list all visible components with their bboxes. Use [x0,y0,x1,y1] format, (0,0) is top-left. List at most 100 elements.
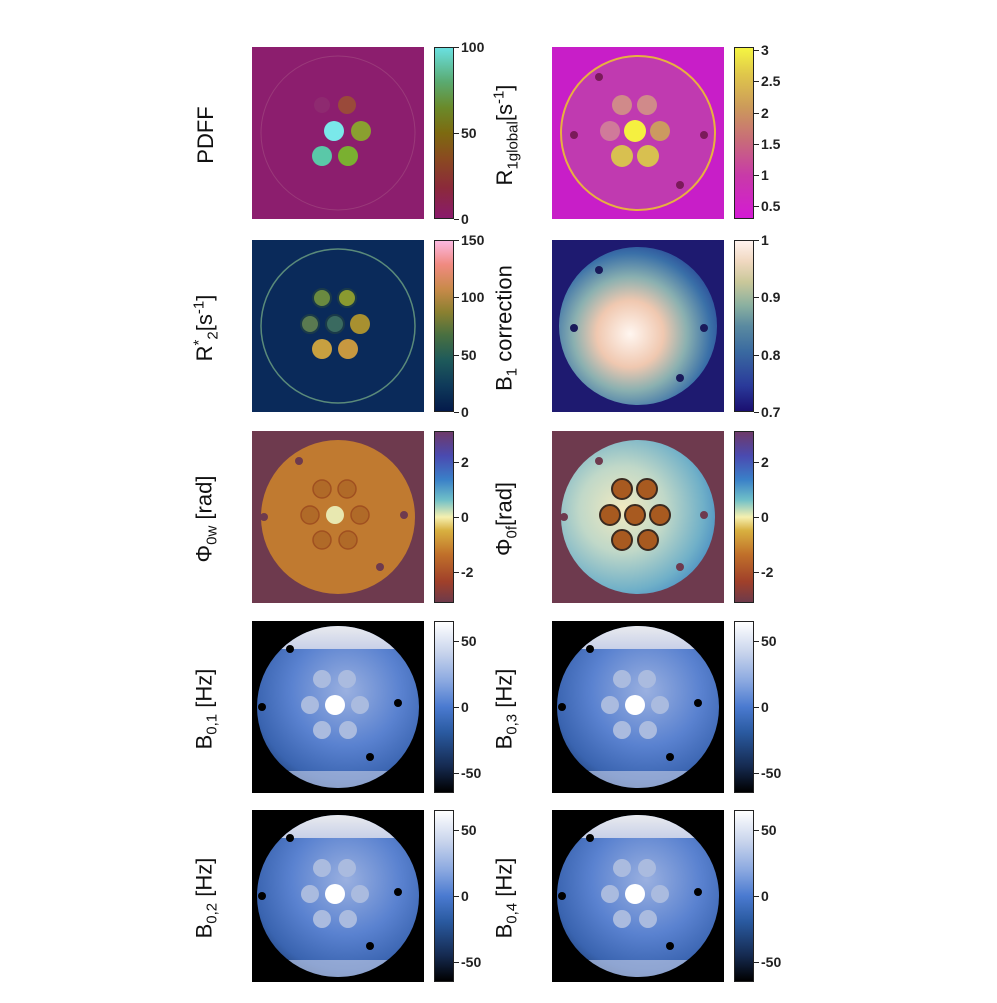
colorbar-tick-label: 50 [761,821,777,838]
colorbar [734,240,754,412]
colorbar-tick [454,133,459,134]
colorbar-tick-label: 1 [761,167,769,184]
colorbar [434,621,454,793]
label-label-sub: 1 [503,367,521,376]
colorbar [434,431,454,603]
marker-hole [394,888,402,896]
marker-hole [595,73,603,81]
label-label-tail: [Hz] [491,668,517,714]
vial [624,504,646,526]
vial [651,885,669,903]
label-label-tail: [Hz] [191,668,217,714]
colorbar [734,621,754,793]
label-label-main: B [191,734,217,749]
marker-hole [570,131,578,139]
panel-r2-star: R*2[s-1] 150 100 50 0 [184,232,644,420]
vial [338,339,358,359]
vial [312,288,332,308]
vial [326,506,344,524]
vial [314,97,330,113]
label-label-sub: 0f [503,525,521,538]
label-label-sub: 2 [204,330,222,340]
vial [625,695,645,715]
label-label-sup1: * [190,339,208,345]
label-label-tail: [rad] [191,475,217,526]
vial [338,96,356,114]
colorbar-tick-label: 2 [461,454,469,471]
marker-hole [595,266,603,274]
marker-hole [586,834,594,842]
panel-label-text: B0,3 [Hz] [491,668,520,749]
marker-hole [560,513,568,521]
colorbar-tick-label: 2.5 [761,73,781,90]
panel-b1-correction: B1 correction 1 0.9 0.8 0.7 [484,232,944,420]
map-image-phi0w [252,431,424,603]
colorbar [434,810,454,982]
panel-r1-global: R1global[s-1] 3 2.5 2 1.5 1 0.5 [484,42,944,222]
panel-label: B0,3 [Hz] [476,621,536,796]
map-image-r2s [252,240,424,412]
vial [338,530,358,550]
colorbar-tick-label: 150 [461,232,485,248]
vial [325,884,345,904]
marker-hole [258,892,266,900]
label-label-main: Φ [491,537,517,556]
colorbar-tick-label: 0.9 [761,289,781,306]
vial [637,145,659,167]
label-label-sub: 0,1 [203,713,221,735]
vial [324,121,344,141]
label-label: PDFF [193,105,218,164]
colorbar-tick-label: -50 [761,954,782,971]
label-label-main: B [191,923,217,938]
colorbar [434,240,454,412]
map-image-r1 [552,47,724,219]
label-label-main: R [191,344,217,361]
colorbar-tick-label: 50 [461,346,477,363]
colorbar-tick-label: 50 [461,632,477,649]
marker-hole [676,374,684,382]
vial [601,885,619,903]
panel-label-text: Φ0w [rad] [191,475,220,562]
vial [325,695,345,715]
phantom-outline [260,55,416,211]
vial [300,505,320,525]
panel-label: B0,2 [Hz] [176,810,236,985]
marker-hole [258,703,266,711]
panel-label: Φ0f[rad] [476,431,536,606]
vial [611,478,633,500]
label-label-sub: 1global [504,120,522,170]
vial [625,884,645,904]
colorbar-tick-label: 2 [761,104,769,121]
marker-hole [400,511,408,519]
panel-label: B0,1 [Hz] [176,621,236,796]
vial [350,505,370,525]
vial [638,859,656,877]
colorbar-tick-label: 1.5 [761,135,781,152]
vial [351,696,369,714]
vial [300,314,320,334]
colorbar-tick [454,707,459,708]
panel-label: Φ0w [rad] [176,431,236,606]
label-label-main: B [491,923,517,938]
colorbar-tick [754,143,759,145]
colorbar-tick-label: 100 [461,289,485,306]
colorbar-tick [754,50,759,52]
colorbar-tick [754,240,759,241]
marker-hole [586,645,594,653]
colorbar-tick [754,354,759,356]
colorbar-tick [454,896,459,897]
label-label-tail: [Hz] [191,857,217,903]
vial [339,910,357,928]
colorbar-tick [754,707,759,708]
colorbar-tick-label: -2 [461,563,474,580]
colorbar-tick [754,175,759,177]
panel-label: B0,4 [Hz] [476,810,536,985]
panel-label: R*2[s-1] [176,240,236,415]
colorbar-tick [754,829,759,831]
colorbar [734,810,754,982]
colorbar-tick [454,354,459,356]
label-label-tail: correction [491,264,517,368]
colorbar-tick [454,829,459,831]
colorbar-tick-label: 0 [461,509,469,525]
vial [313,859,331,877]
